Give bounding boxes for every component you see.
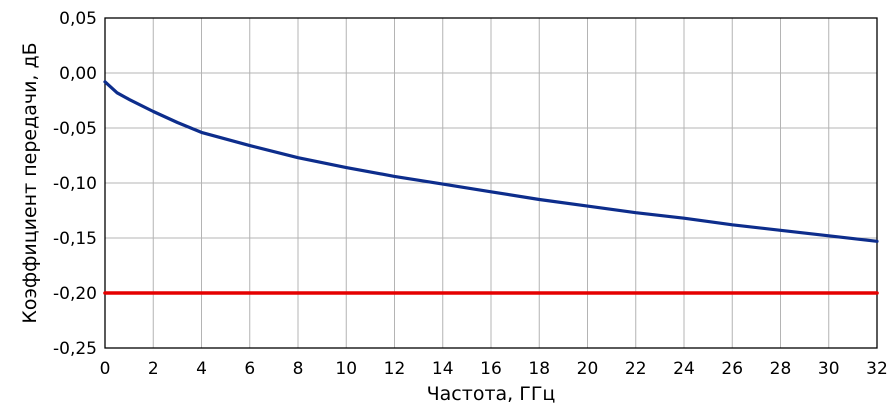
x-tick-label: 30 bbox=[818, 359, 840, 379]
y-tick-label: 0,00 bbox=[59, 64, 97, 84]
y-tick-label: 0,05 bbox=[59, 9, 97, 29]
y-tick-labels: 0,05 0,00 -0,05 -0,10 -0,15 -0,20 -0,25 bbox=[53, 9, 97, 359]
y-tick-label: -0,15 bbox=[53, 229, 97, 249]
series-layer bbox=[103, 80, 879, 295]
y-tick-label: -0,05 bbox=[53, 119, 97, 139]
x-tick-label: 16 bbox=[480, 359, 502, 379]
x-tick-labels: 0 2 4 6 8 10 12 14 16 18 20 22 24 26 28 30 32 bbox=[100, 359, 888, 379]
x-tick-label: 26 bbox=[721, 359, 743, 379]
series-line-1 bbox=[103, 80, 879, 243]
x-tick-label: 32 bbox=[866, 359, 888, 379]
x-tick-label: 12 bbox=[384, 359, 406, 379]
x-tick-label: 18 bbox=[528, 359, 550, 379]
x-tick-label: 2 bbox=[148, 359, 159, 379]
x-tick-label: 28 bbox=[770, 359, 792, 379]
plot-frame bbox=[104, 17, 878, 349]
x-tick-label: 24 bbox=[673, 359, 695, 379]
x-tick-label: 8 bbox=[293, 359, 304, 379]
x-axis-label: Частота, ГГц bbox=[427, 383, 556, 405]
y-tick-label: -0,10 bbox=[53, 174, 97, 194]
y-tick-label: -0,20 bbox=[53, 284, 97, 304]
x-tick-label: 10 bbox=[335, 359, 357, 379]
x-tick-label: 0 bbox=[100, 359, 111, 379]
grid bbox=[105, 18, 877, 348]
y-tick-label: -0,25 bbox=[53, 339, 97, 359]
y-axis-label: Коэффициент передачи, дБ bbox=[19, 42, 41, 323]
x-tick-label: 4 bbox=[196, 359, 207, 379]
x-tick-label: 20 bbox=[577, 359, 599, 379]
x-tick-label: 14 bbox=[432, 359, 454, 379]
x-tick-label: 22 bbox=[625, 359, 647, 379]
x-tick-label: 6 bbox=[244, 359, 255, 379]
